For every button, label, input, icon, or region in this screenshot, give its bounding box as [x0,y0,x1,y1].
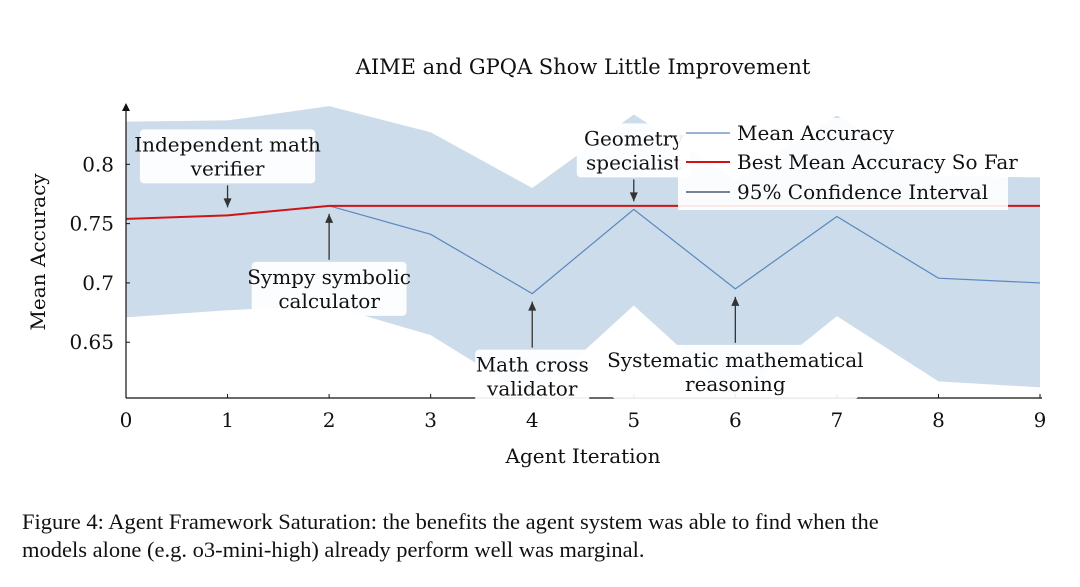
line-chart: AIME and GPQA Show Little Improvement 0 1… [26,55,1047,468]
annotation-text: Systematic mathematical [607,348,864,372]
x-axis-label: Agent Iteration [505,444,661,468]
annotation-text: Geometry [584,126,684,150]
annotation-text: calculator [278,289,380,313]
y-tick-label: 0.7 [82,271,114,295]
y-tick-label: 0.8 [82,152,114,176]
chart-title: AIME and GPQA Show Little Improvement [355,55,811,79]
caption-line-1: Figure 4: Agent Framework Saturation: th… [22,509,879,534]
x-tick-label: 7 [831,408,844,432]
annotation-text: reasoning [685,372,786,396]
x-tick-label: 1 [221,408,234,432]
annotation-box [251,261,407,316]
annotation-box [612,344,859,399]
y-tick-label: 0.75 [69,212,114,236]
y-tick-label: 0.65 [69,330,114,354]
x-tick-label: 2 [323,408,336,432]
annotation-box [576,123,691,178]
legend-label-ci: 95% Confidence Interval [737,180,988,204]
x-tick-label: 6 [729,408,742,432]
x-tick-label: 0 [120,408,133,432]
x-tick-label: 9 [1034,408,1047,432]
y-axis-label: Mean Accuracy [26,173,50,331]
annotation-text: Sympy symbolic [247,265,411,289]
annotation-box [475,349,590,404]
annotation-arrowhead [325,213,334,223]
annotation-box [139,129,316,184]
annotation-text: validator [486,377,578,401]
x-tick-label: 3 [424,408,437,432]
annotation-text: Independent math [134,132,321,156]
caption-line-2: models alone (e.g. o3-mini-high) already… [22,537,645,562]
legend-box [678,118,1008,210]
annotation-arrowhead [223,198,232,208]
annotation-arrowhead [528,301,537,311]
figure-caption: Figure 4: Agent Framework Saturation: th… [22,508,1062,564]
y-axis-ticks: 0.65 0.7 0.75 0.8 [69,152,130,354]
x-tick-label: 5 [627,408,640,432]
y-axis-arrow [122,103,130,111]
legend: Mean Accuracy Best Mean Accuracy So Far … [678,118,1018,210]
annotation-text: specialist [586,150,682,174]
x-tick-label: 4 [526,408,539,432]
annotation-text: verifier [190,156,265,180]
annotation-arrowhead [629,192,638,202]
x-tick-label: 8 [932,408,945,432]
legend-label-best: Best Mean Accuracy So Far [737,150,1018,174]
annotation-text: Math cross [476,353,589,377]
legend-label-mean: Mean Accuracy [737,121,895,145]
annotation-arrowhead [731,296,740,306]
